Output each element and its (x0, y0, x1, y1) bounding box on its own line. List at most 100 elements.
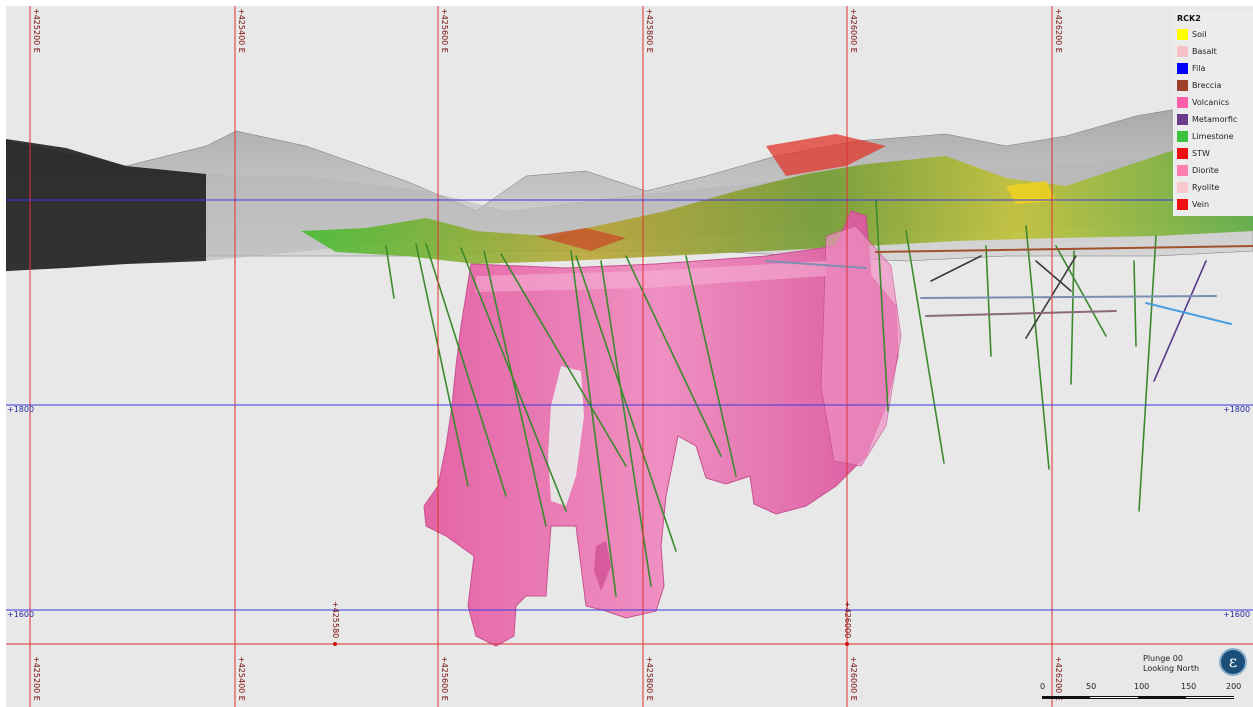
drillhole (1153, 260, 1207, 382)
legend-swatch (1177, 114, 1188, 125)
easting-label-top: +425400 E (237, 8, 246, 53)
easting-label-bottom: +425200 E (32, 656, 41, 701)
horizontal-drives (765, 245, 1253, 325)
scale-label: 100 (1134, 682, 1150, 691)
3d-section-viewport[interactable]: +425200 E +425400 E +425600 E +425800 E … (6, 6, 1253, 707)
legend-label: Vein (1192, 200, 1210, 209)
scale-label: 200 (1226, 682, 1242, 691)
drillhole (385, 245, 395, 299)
lithology-red-patch (766, 134, 886, 176)
legend-swatch (1177, 46, 1188, 57)
orebody-hole-1 (548, 366, 584, 506)
drillhole (930, 255, 982, 282)
easting-marker-label: +425580 (331, 601, 340, 639)
orebody-hole-2 (594, 541, 611, 591)
plunge-label: Plunge 00 (1143, 654, 1183, 663)
drive (920, 295, 1217, 299)
rl-label-left: +1600 (7, 610, 35, 619)
scale-segment (1138, 696, 1186, 699)
legend-label: Volcanics (1192, 98, 1230, 107)
drillhole (1133, 260, 1137, 347)
easting-label-bottom: +425800 E (645, 656, 654, 701)
legend-swatch (1177, 63, 1188, 74)
drillhole (625, 255, 722, 457)
legend-swatch (1177, 199, 1188, 210)
rl-label-right: +1600 (1223, 610, 1251, 619)
grid-marker (333, 642, 337, 646)
legend-label: STW (1192, 149, 1210, 158)
drillhole (483, 250, 547, 527)
drillhole (1070, 250, 1075, 385)
legend-label: Breccia (1192, 81, 1222, 90)
lithology-yellow-patch (1006, 181, 1056, 204)
legend-item: Ryolite (1177, 179, 1249, 196)
legend-label: Fila (1192, 64, 1206, 73)
drive (1145, 302, 1232, 325)
orebody-lobe-right (820, 225, 902, 467)
legend-items: Soil Basalt Fila Breccia Volcanics Metamorfic… (1177, 26, 1249, 213)
legend-title: RCK2 (1177, 14, 1201, 23)
legend-label: Metamorfic (1192, 115, 1238, 124)
legend-swatch (1177, 80, 1188, 91)
drive (765, 260, 867, 269)
legend-item: Basalt (1177, 43, 1249, 60)
rl-label-right: +1800 (1223, 405, 1251, 414)
drive (875, 245, 1253, 253)
lithology-legend: RCK2 Soil Basalt Fila Breccia Volcanics Metam… (1173, 10, 1253, 216)
easting-label-bottom: +426200 E (1054, 656, 1063, 701)
legend-item: Vein (1177, 196, 1249, 213)
drillhole (685, 255, 737, 477)
legend-swatch (1177, 182, 1188, 193)
rl-grid (6, 199, 1253, 611)
legend-label: Basalt (1192, 47, 1217, 56)
orebody-highlight (476, 261, 826, 292)
easting-label-bottom: +425600 E (440, 656, 449, 701)
easting-grid (6, 6, 1253, 707)
drill-holes (385, 200, 1207, 597)
legend-swatch (1177, 131, 1188, 142)
rl-label-left: +1800 (7, 405, 35, 414)
scale-bar: 0 50 100 150 200 (1036, 682, 1246, 704)
drillhole (500, 253, 627, 467)
legend-swatch (1177, 165, 1188, 176)
legend-swatch (1177, 97, 1188, 108)
easting-label-top: +425200 E (32, 8, 41, 53)
legend-label: Limestone (1192, 132, 1234, 141)
compass-icon[interactable]: ε (1219, 648, 1247, 676)
lithology-red-patch-2 (536, 228, 626, 251)
scale-label: 150 (1181, 682, 1197, 691)
easting-label-top: +425800 E (645, 8, 654, 53)
drillhole (905, 230, 945, 464)
geology-scene[interactable] (6, 6, 1253, 707)
grid-marker (845, 642, 849, 646)
drillhole (570, 250, 617, 597)
legend-label: Diorite (1192, 166, 1219, 175)
drillhole (1055, 245, 1107, 337)
easting-marker-label: +426000 (843, 601, 852, 639)
drillhole (425, 243, 507, 497)
scale-segment (1186, 696, 1234, 699)
drive (925, 310, 1117, 317)
legend-item: STW (1177, 145, 1249, 162)
legend-label: Ryolite (1192, 183, 1220, 192)
legend-item: Fila (1177, 60, 1249, 77)
legend-item: Soil (1177, 26, 1249, 43)
legend-item: Diorite (1177, 162, 1249, 179)
legend-item: Limestone (1177, 128, 1249, 145)
easting-label-top: +426200 E (1054, 8, 1063, 53)
easting-label-top: +425600 E (440, 8, 449, 53)
view-direction-label: Looking North (1143, 664, 1200, 673)
legend-swatch (1177, 29, 1188, 40)
easting-label-bottom: +425400 E (237, 656, 246, 701)
legend-item: Metamorfic (1177, 111, 1249, 128)
drillhole (415, 243, 469, 487)
legend-swatch (1177, 148, 1188, 159)
drillhole (875, 200, 889, 412)
legend-item: Breccia (1177, 77, 1249, 94)
drillhole (1035, 260, 1072, 292)
drillhole (985, 245, 992, 357)
scale-label: 50 (1086, 682, 1097, 691)
dark-cover-block (6, 139, 206, 271)
drillhole (1025, 225, 1050, 470)
drillhole (575, 255, 677, 552)
